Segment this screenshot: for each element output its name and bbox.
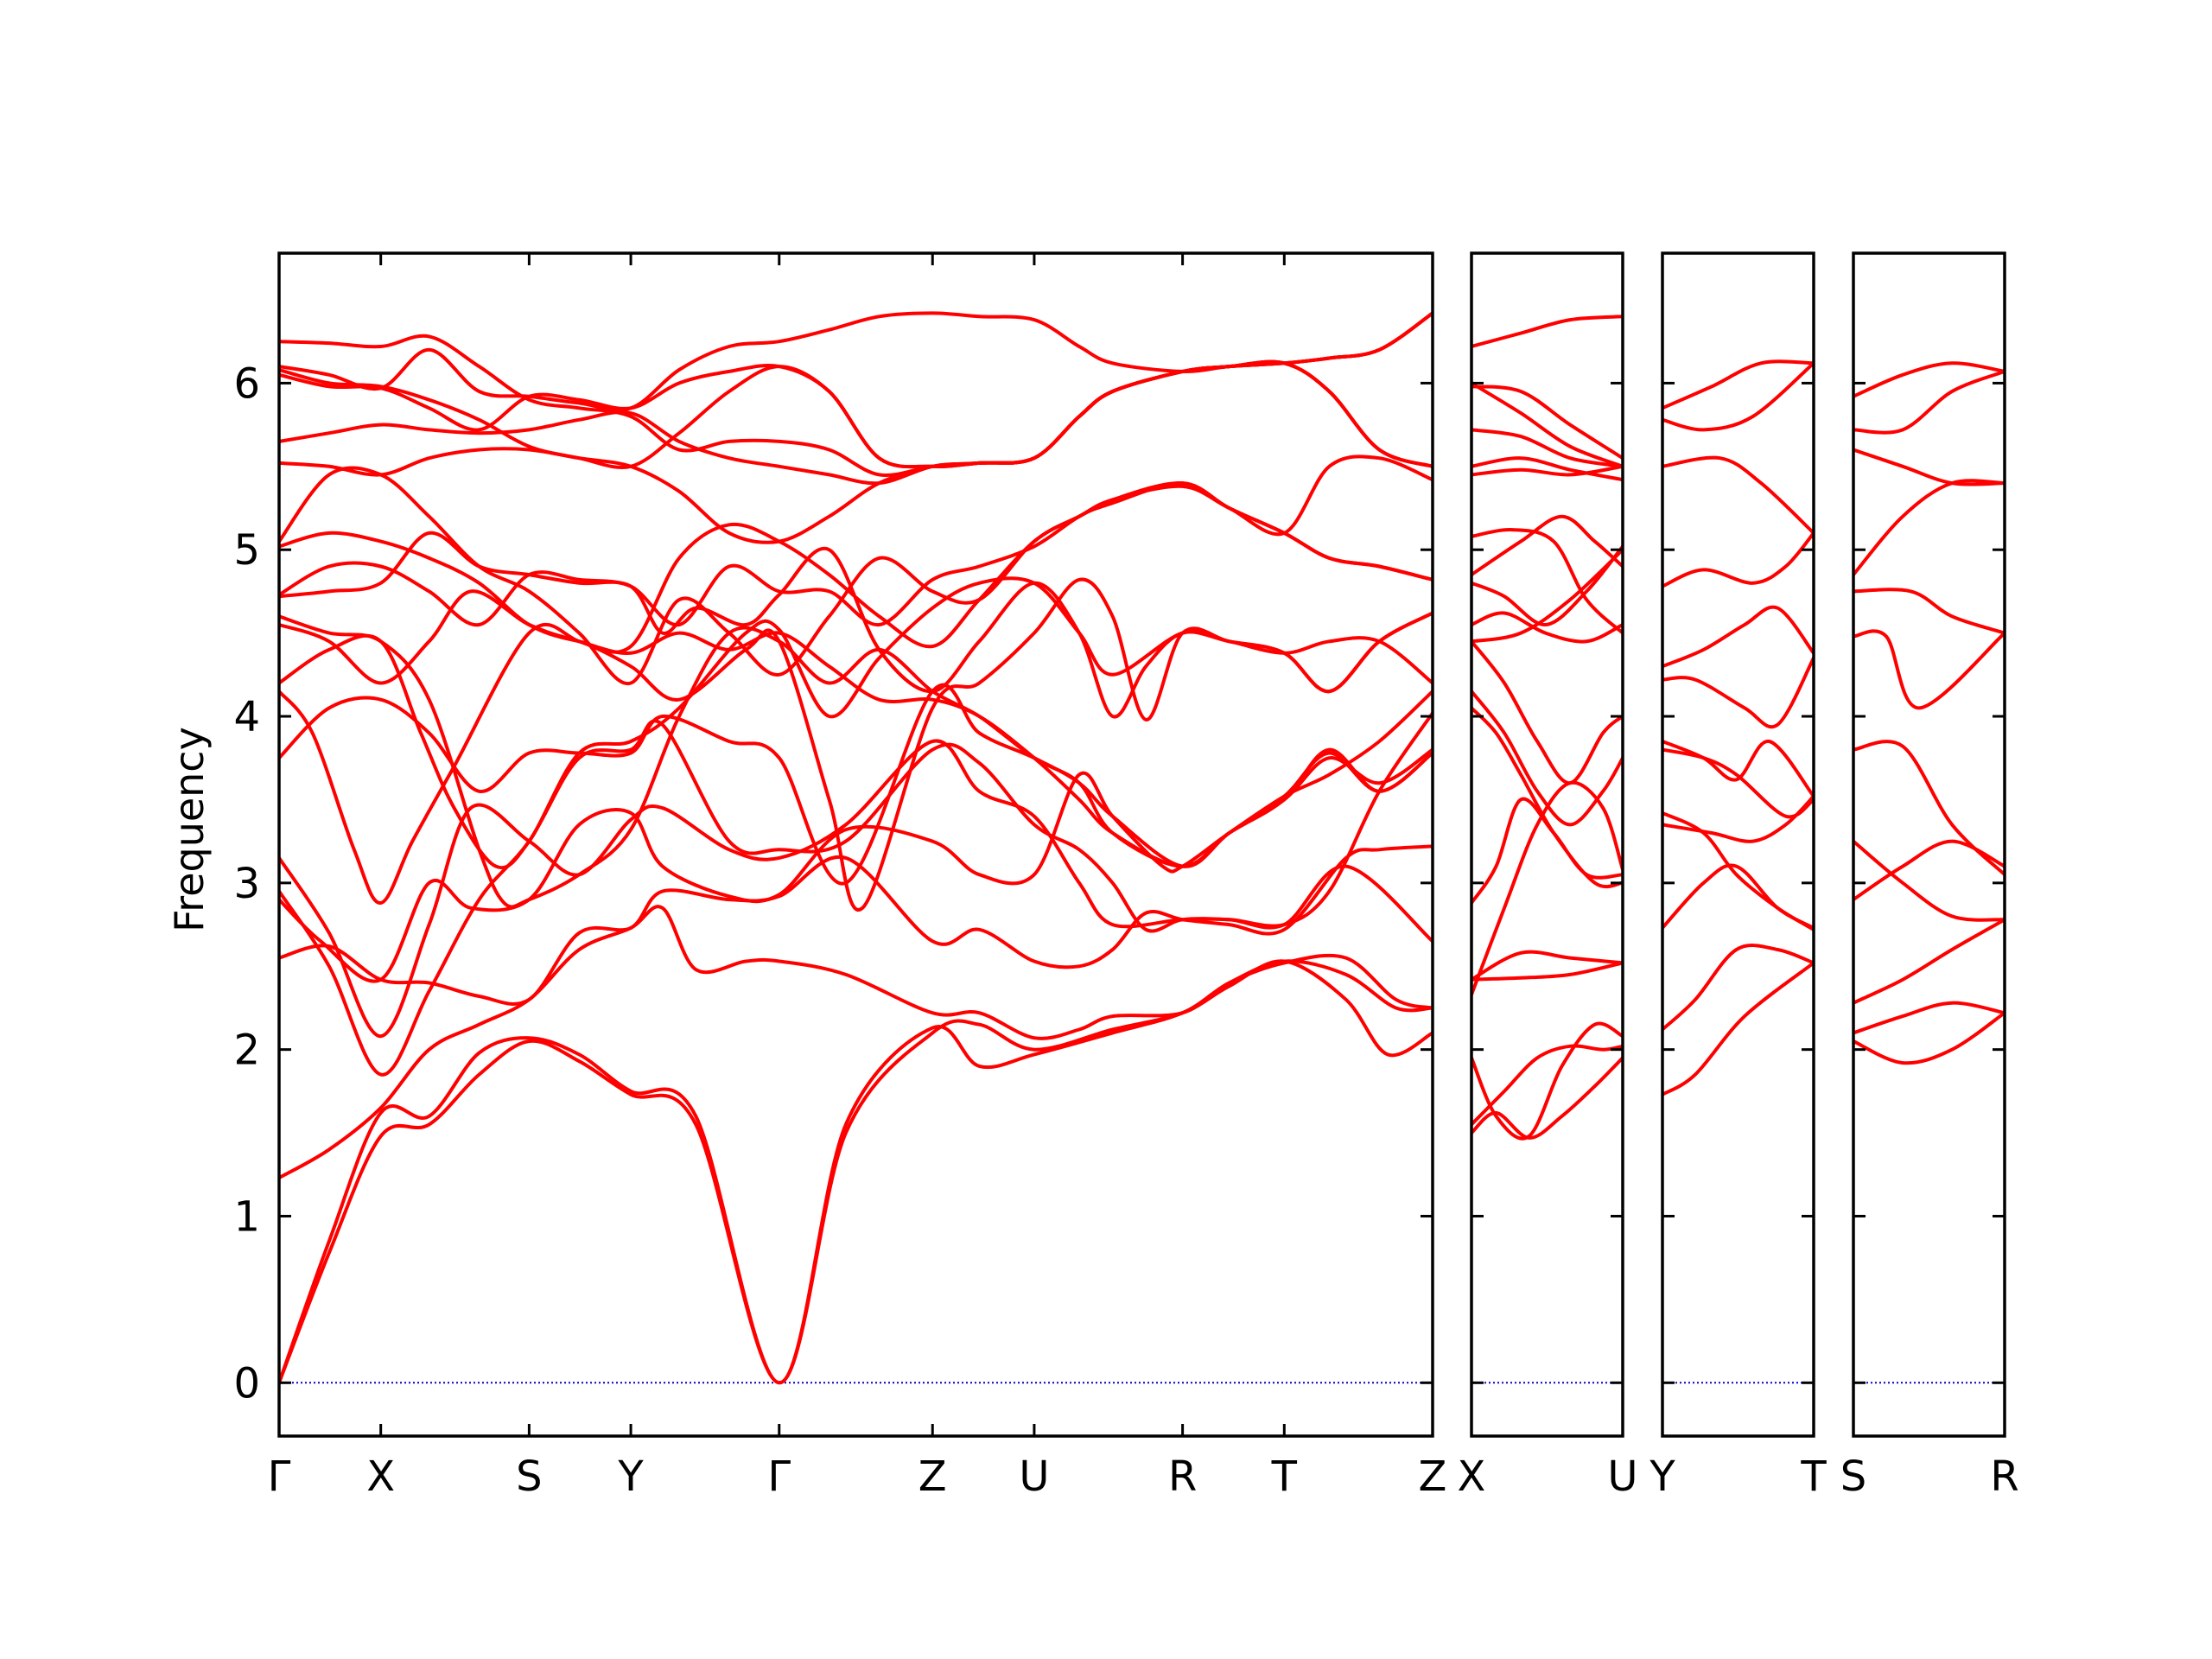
band-line-9 xyxy=(279,577,1433,912)
band-line-13 xyxy=(1471,544,1623,626)
band-line-22 xyxy=(279,311,1433,469)
band-line-17 xyxy=(279,359,1433,544)
band-line-1 xyxy=(279,959,1433,1385)
band-line-14 xyxy=(1471,514,1623,577)
band-line-12 xyxy=(1853,361,2005,398)
band-line-11 xyxy=(1853,369,2005,435)
band-line-5 xyxy=(1471,950,1623,982)
band-line-19 xyxy=(1471,385,1623,461)
band-line-15 xyxy=(279,454,1433,654)
x-tick-label: Z xyxy=(1419,1452,1447,1501)
band-line-10 xyxy=(279,576,1433,870)
band-lines xyxy=(1662,359,1814,1096)
band-line-15 xyxy=(1471,528,1623,635)
band-line-10 xyxy=(1662,531,1814,588)
band-line-11 xyxy=(279,589,1433,868)
band-line-6 xyxy=(1853,740,2005,877)
band-line-2 xyxy=(1662,944,1814,1032)
band-line-17 xyxy=(1471,456,1623,482)
y-axis-label: Frequency xyxy=(166,727,213,932)
band-line-6 xyxy=(279,719,1433,1077)
band-line-9 xyxy=(1662,605,1814,669)
panel-frame xyxy=(1852,251,2006,1438)
band-line-20 xyxy=(1471,381,1623,468)
band-line-12 xyxy=(1471,611,1623,644)
band-line-10 xyxy=(1853,448,2005,486)
band-line-7 xyxy=(1853,629,2005,710)
x-tick-label: T xyxy=(1800,1452,1827,1501)
band-line-4 xyxy=(1853,839,2005,902)
y-tick-label: 5 xyxy=(233,526,260,575)
band-line-12 xyxy=(279,614,1433,909)
band-line-6 xyxy=(1471,780,1623,996)
band-line-21 xyxy=(1471,315,1623,348)
band-line-7 xyxy=(279,711,1433,1039)
y-tick-label: 6 xyxy=(233,359,260,408)
x-tick-label: T xyxy=(1271,1452,1298,1501)
x-tick-label: U xyxy=(1019,1452,1049,1501)
band-line-8 xyxy=(1662,656,1814,728)
band-line-8 xyxy=(1853,588,2005,635)
panel-frame xyxy=(1470,251,1624,1438)
band-line-5 xyxy=(1853,839,2005,922)
band-line-3 xyxy=(1853,918,2005,1005)
band-line-2 xyxy=(1853,1001,2005,1035)
band-lines xyxy=(1471,315,1623,1141)
y-tick-label: 4 xyxy=(233,693,260,741)
y-tick-label: 0 xyxy=(233,1359,260,1408)
x-tick-label: X xyxy=(1458,1452,1486,1501)
x-tick-label: S xyxy=(516,1452,542,1501)
y-tick-label: 1 xyxy=(233,1192,260,1241)
band-line-16 xyxy=(279,466,1433,685)
x-tick-label: Γ xyxy=(268,1452,291,1501)
x-tick-label: R xyxy=(1990,1452,2018,1501)
band-lines xyxy=(279,311,1433,1385)
band-line-12 xyxy=(1662,361,1814,432)
x-tick-label: Z xyxy=(918,1452,947,1501)
band-line-9 xyxy=(1853,479,2005,577)
band-line-13 xyxy=(1662,359,1814,410)
x-tick-label: R xyxy=(1168,1452,1197,1501)
x-tick-label: S xyxy=(1840,1452,1866,1501)
band-line-1 xyxy=(1853,1011,2005,1065)
x-tick-label: Y xyxy=(1649,1452,1675,1501)
band-line-9 xyxy=(1471,690,1623,827)
band-line-7 xyxy=(1662,740,1814,798)
band-line-2 xyxy=(279,959,1433,1385)
band-line-1 xyxy=(1662,961,1814,1096)
x-tick-label: X xyxy=(366,1452,395,1501)
x-tick-label: Y xyxy=(617,1452,644,1501)
band-lines xyxy=(1853,361,2005,1065)
band-line-6 xyxy=(1662,747,1814,819)
band-line-5 xyxy=(1662,810,1814,931)
y-tick-label: 3 xyxy=(233,860,260,908)
band-line-16 xyxy=(1471,464,1623,477)
band-line-11 xyxy=(1662,455,1814,535)
band-line-18 xyxy=(1471,428,1623,468)
band-line-11 xyxy=(1471,548,1623,644)
band-line-3 xyxy=(279,905,1433,1180)
band-line-2 xyxy=(1471,1044,1623,1127)
band-line-4 xyxy=(1662,794,1814,843)
x-tick-label: U xyxy=(1607,1452,1637,1501)
panel-frame xyxy=(1661,251,1815,1438)
band-line-13 xyxy=(279,531,1433,719)
band-line-19 xyxy=(279,311,1433,469)
band-line-3 xyxy=(1471,1021,1623,1141)
band-line-4 xyxy=(1471,961,1623,982)
x-tick-label: Γ xyxy=(767,1452,791,1501)
band-line-10 xyxy=(1471,639,1623,785)
panel-1: 0 1 2 3 4 5 6 Γ X S Y Γ Z U R T Z xyxy=(233,251,1447,1501)
band-line-8 xyxy=(1471,706,1623,889)
y-tick-label: 2 xyxy=(233,1027,260,1075)
panel-frame xyxy=(277,251,1434,1438)
